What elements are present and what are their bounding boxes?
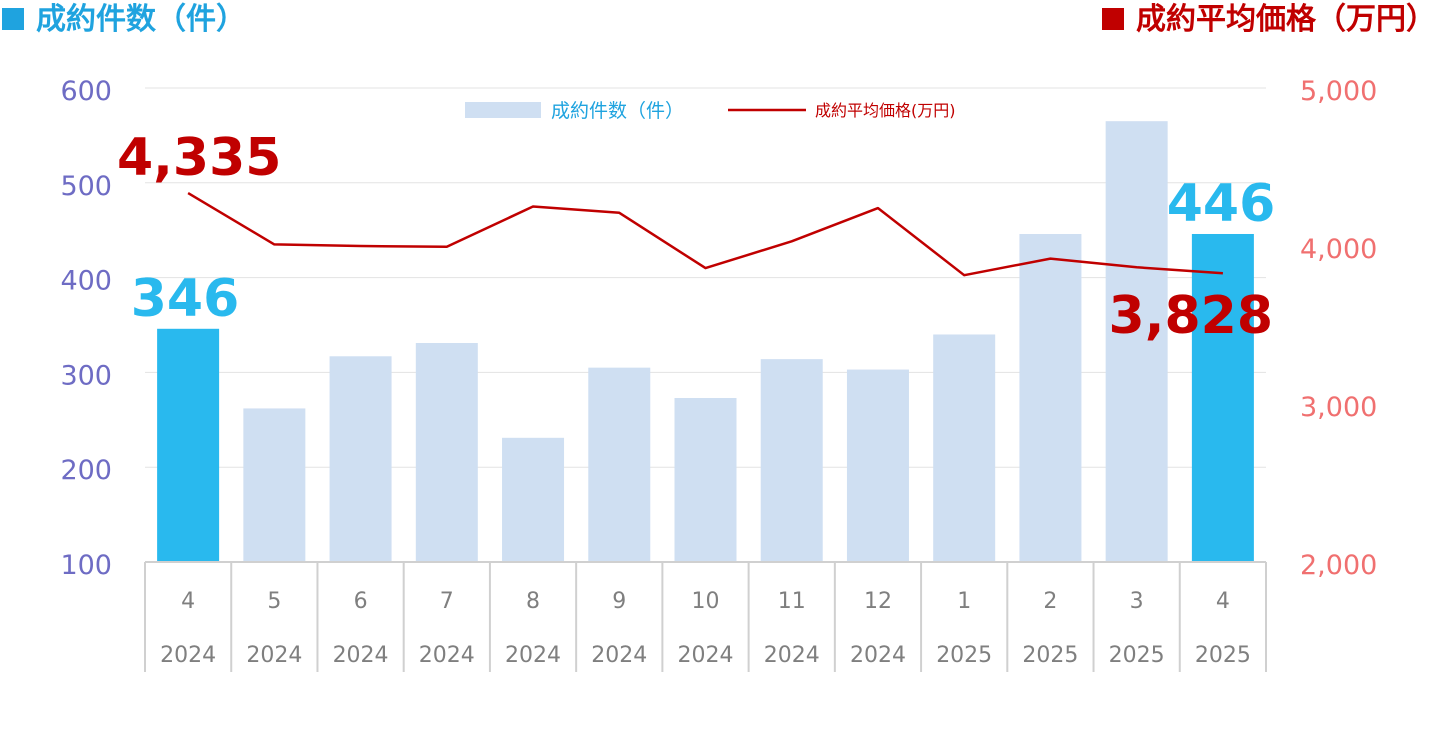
right-tick-label: 3,000: [1300, 392, 1377, 423]
axes: 600 500 400 300 200 100 5,000 4,000 3,000 2,000 4 2…: [60, 76, 1377, 672]
bar: [674, 397, 737, 562]
left-tick-label: 300: [60, 360, 112, 391]
left-tick-label: 100: [60, 550, 112, 581]
left-tick-label: 400: [60, 266, 112, 297]
right-axis-title-text: 成約平均価格（万円）: [1136, 2, 1436, 37]
right-tick-label: 4,000: [1300, 234, 1377, 265]
first-price-label: 4,335: [117, 128, 281, 188]
x-tick-year: 2025: [1195, 643, 1251, 668]
x-tick-month: 9: [612, 589, 626, 614]
x-tick-month: 5: [267, 589, 281, 614]
last-count-label: 446: [1167, 174, 1276, 234]
x-tick-month: 11: [778, 589, 806, 614]
blue-square-icon: [2, 8, 24, 30]
right-axis-title: 成約平均価格（万円）: [1102, 0, 1436, 40]
bar: [588, 367, 651, 562]
bars: [157, 121, 1254, 563]
x-tick-year: 2024: [591, 643, 647, 668]
left-tick-label: 500: [60, 171, 112, 202]
legend: 成約件数（件） 成約平均価格(万円): [465, 100, 956, 122]
annotations: 4,335 3,828 346 446: [117, 128, 1275, 346]
x-tick-month: 1: [957, 589, 971, 614]
last-price-label: 3,828: [1109, 286, 1273, 346]
x-tick-month: 6: [354, 589, 368, 614]
left-tick-label: 200: [60, 455, 112, 486]
bar: [415, 343, 478, 562]
bar: [243, 408, 306, 562]
left-axis-title: 成約件数（件）: [2, 0, 246, 40]
x-tick-year: 2024: [419, 643, 475, 668]
x-tick-year: 2025: [936, 643, 992, 668]
x-tick-year: 2025: [1109, 643, 1165, 668]
x-tick-month: 2: [1043, 589, 1057, 614]
x-tick-year: 2024: [505, 643, 561, 668]
x-tick-year: 2024: [333, 643, 389, 668]
x-tick-month: 3: [1130, 589, 1144, 614]
left-axis-title-text: 成約件数（件）: [36, 2, 246, 37]
right-tick-label: 5,000: [1300, 76, 1377, 107]
price-line: [187, 192, 1223, 277]
legend-bar-swatch: [465, 102, 541, 118]
left-tick-label: 600: [60, 76, 112, 107]
bar: [846, 369, 909, 562]
x-tick-month: 4: [181, 589, 195, 614]
x-tick-year: 2025: [1022, 643, 1078, 668]
bar: [760, 359, 823, 562]
right-tick-label: 2,000: [1300, 550, 1377, 581]
legend-bar-label: 成約件数（件）: [551, 100, 684, 122]
x-tick-month: 7: [440, 589, 454, 614]
x-tick-month: 4: [1216, 589, 1230, 614]
legend-line-label: 成約平均価格(万円): [815, 101, 956, 120]
bar: [933, 334, 996, 562]
x-tick-year: 2024: [678, 643, 734, 668]
first-count-label: 346: [131, 269, 240, 329]
x-tick-month: 8: [526, 589, 540, 614]
price-line-path: [187, 192, 1223, 277]
bar: [1191, 233, 1254, 562]
x-tick-month: 12: [864, 589, 892, 614]
x-tick-year: 2024: [764, 643, 820, 668]
bar: [1105, 121, 1168, 563]
x-tick-year: 2024: [246, 643, 302, 668]
red-square-icon: [1102, 8, 1124, 30]
x-tick-month: 10: [692, 589, 720, 614]
x-tick-year: 2024: [160, 643, 216, 668]
bar: [329, 356, 392, 562]
bar: [1019, 233, 1082, 562]
x-tick-year: 2024: [850, 643, 906, 668]
bar: [502, 437, 565, 562]
bar: [157, 328, 220, 562]
